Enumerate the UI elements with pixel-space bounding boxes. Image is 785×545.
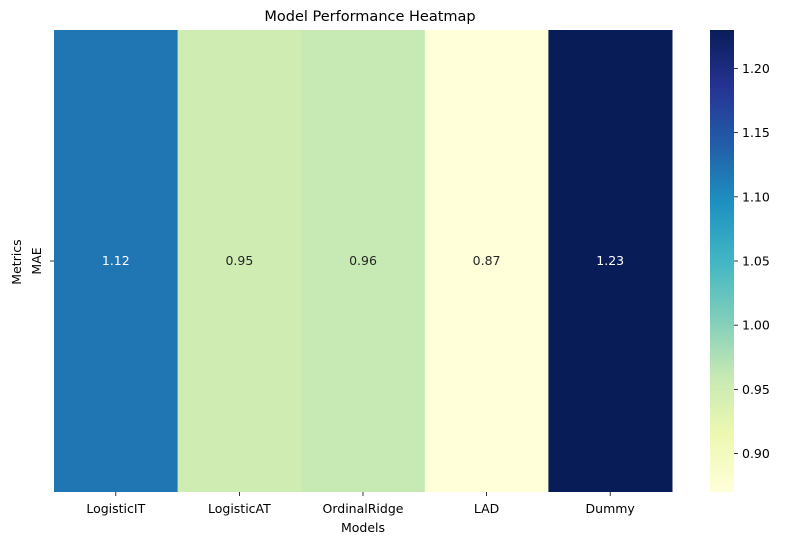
colorbar-tick-label: 1.00 <box>742 318 770 333</box>
x-tick-label: Dummy <box>586 501 636 516</box>
y-tick-label: MAE <box>29 247 44 274</box>
heatmap-value-label: 0.96 <box>349 253 377 268</box>
x-tick-label: LAD <box>474 501 499 516</box>
colorbar-tick-label: 1.05 <box>742 254 770 269</box>
heatmap-value-labels: 1.12 0.95 0.96 0.87 1.23 <box>102 253 624 268</box>
colorbar <box>710 30 734 492</box>
heatmap-cell <box>54 30 179 492</box>
y-axis: MAE <box>29 247 54 275</box>
x-tick-label: LogisticAT <box>208 501 271 516</box>
heatmap-cell <box>424 30 549 492</box>
heatmap-value-label: 0.95 <box>225 253 253 268</box>
colorbar-tick-label: 0.90 <box>742 446 770 461</box>
heatmap-value-label: 1.23 <box>596 253 624 268</box>
colorbar-tick-label: 0.95 <box>742 382 770 397</box>
x-tick-label: LogisticIT <box>86 501 145 516</box>
colorbar-tick-label: 1.15 <box>742 125 770 140</box>
heatmap-cell <box>301 30 426 492</box>
heatmap-cell <box>177 30 302 492</box>
heatmap-value-label: 1.12 <box>102 253 130 268</box>
colorbar-axis: 0.90 0.95 1.00 1.05 1.10 1.15 1.20 <box>734 61 770 461</box>
x-axis: LogisticIT LogisticAT OrdinalRidge LAD Dummy <box>86 492 635 516</box>
heatmap-cell <box>548 30 673 492</box>
heatmap-value-label: 0.87 <box>473 253 501 268</box>
chart-title: Model Performance Heatmap <box>264 9 475 25</box>
colorbar-tick-label: 1.20 <box>742 61 770 76</box>
heatmap-cells <box>54 30 673 492</box>
y-axis-label: Metrics <box>9 239 24 284</box>
x-tick-label: OrdinalRidge <box>323 501 404 516</box>
x-axis-label: Models <box>341 520 385 535</box>
colorbar-tick-label: 1.10 <box>742 189 770 204</box>
